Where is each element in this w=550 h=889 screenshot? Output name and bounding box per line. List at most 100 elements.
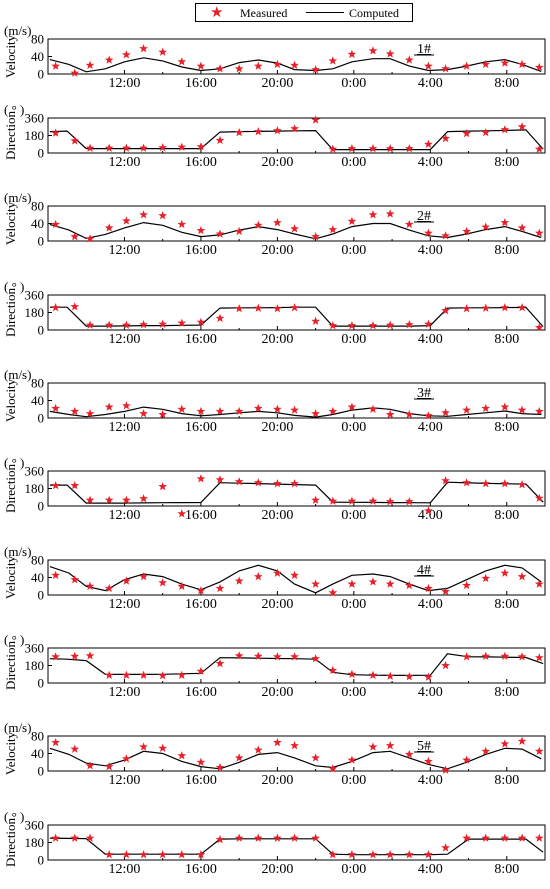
- y-axis-label: Velocity: [3, 378, 18, 422]
- x-tick-label: 0:00: [341, 773, 366, 788]
- measured-point: [441, 765, 450, 774]
- y-axis-label: Velocity: [3, 731, 18, 775]
- x-tick-label: 4:00: [418, 332, 443, 347]
- measured-point: [234, 753, 244, 762]
- measured-point: [290, 124, 299, 133]
- measured-point: [177, 57, 187, 66]
- measured-point: [517, 572, 527, 581]
- measured-point: [51, 833, 61, 842]
- measured-point: [85, 651, 95, 660]
- measured-point: [196, 317, 206, 326]
- measured-point: [196, 406, 206, 416]
- measured-point: [385, 850, 395, 859]
- measured-point: [215, 313, 225, 323]
- measured-point: [462, 61, 471, 70]
- station-label: 4#: [417, 563, 431, 578]
- legend-computed-label: Computed: [349, 6, 399, 20]
- x-tick-label: 16:00: [185, 597, 217, 612]
- x-tick-label: 20:00: [261, 862, 293, 877]
- x-tick-label: 8:00: [494, 332, 519, 347]
- x-tick-label: 0:00: [341, 597, 366, 612]
- measured-point: [500, 218, 510, 227]
- measured-point: [347, 144, 357, 153]
- measured-point: [85, 761, 95, 770]
- unit-label: (m/s): [4, 367, 31, 382]
- panel-frame: [47, 294, 546, 331]
- measured-point: [404, 850, 414, 859]
- x-tick-label: 4:00: [418, 773, 443, 788]
- measured-point: [104, 762, 114, 771]
- y-tick-label: 80: [31, 32, 44, 47]
- measured-point: [328, 496, 338, 505]
- legend-computed-line: [306, 12, 344, 13]
- measured-point: [368, 46, 378, 55]
- measured-point: [253, 303, 263, 312]
- y-tick-label: 40: [31, 393, 44, 408]
- panel-1-direction: 0 180 360 12:00 16:00 20:00 0:00 4:00 8:00 ( ° )D…: [3, 102, 546, 170]
- measured-point: [404, 219, 414, 229]
- measured-point: [51, 737, 61, 747]
- unit-label: (m/s): [4, 190, 31, 205]
- measured-point: [139, 494, 148, 503]
- panel-2-direction: 0 180 360 12:00 16:00 20:00 0:00 4:00 8:00 ( ° )D…: [3, 279, 546, 347]
- measured-point: [158, 578, 168, 587]
- measured-point: [404, 409, 414, 419]
- measured-point: [234, 64, 244, 73]
- measured-point: [441, 660, 450, 670]
- measured-point: [441, 843, 450, 852]
- panel-1-velocity: 0 40 80 12:00 16:00 20:00 0:00 4:00 8:00 (m/s)Vel…: [3, 23, 546, 91]
- panel-3-velocity: 0 40 80 12:00 16:00 20:00 0:00 4:00 8:00 (m/s)Vel…: [3, 367, 546, 435]
- measured-point: [104, 670, 114, 679]
- x-tick-label: 20:00: [261, 243, 293, 258]
- measured-point: [347, 321, 357, 330]
- measured-point: [158, 319, 168, 328]
- measured-point: [273, 59, 282, 69]
- x-tick-label: 16:00: [185, 155, 217, 170]
- measured-point: [196, 586, 206, 595]
- y-tick-label: 0: [38, 67, 45, 82]
- measured-point: [290, 833, 299, 842]
- measured-point: [441, 133, 450, 143]
- panel-frame: [47, 205, 546, 242]
- measured-point: [139, 850, 148, 859]
- measured-point: [273, 404, 282, 413]
- measured-point: [122, 754, 131, 763]
- x-tick-label: 12:00: [109, 685, 141, 700]
- measured-point: [273, 126, 282, 135]
- measured-point: [253, 61, 263, 70]
- panel-frame: [47, 117, 546, 154]
- measured-point: [385, 579, 395, 588]
- measured-point: [51, 403, 61, 413]
- measured-point: [70, 406, 80, 416]
- y-tick-label: 0: [38, 764, 45, 779]
- y-axis-label: Direction: [3, 640, 18, 690]
- y-tick-label: 360: [25, 288, 45, 303]
- measured-point: [51, 480, 61, 490]
- measured-point: [481, 303, 491, 312]
- measured-point: [104, 495, 114, 504]
- computed-line: [49, 564, 542, 594]
- measured-point: [51, 219, 61, 229]
- measured-point: [273, 479, 282, 488]
- measured-point: [385, 49, 395, 58]
- x-tick-label: 12:00: [109, 862, 141, 877]
- measured-point: [290, 60, 299, 69]
- measured-point: [51, 570, 61, 580]
- measured-point: [500, 58, 510, 67]
- measured-point: [481, 833, 491, 842]
- unit-label: ( ° ): [4, 279, 24, 294]
- measured-point: [122, 670, 131, 679]
- measured-point: [196, 225, 206, 235]
- measured-point: [234, 576, 244, 585]
- measured-point: [424, 61, 433, 70]
- x-tick-label: 20:00: [261, 420, 293, 435]
- x-tick-label: 12:00: [109, 155, 141, 170]
- measured-point: [253, 220, 263, 229]
- measured-point: [122, 216, 131, 225]
- x-tick-label: 8:00: [494, 862, 519, 877]
- measured-point: [234, 406, 244, 416]
- y-tick-label: 0: [38, 411, 45, 426]
- measured-point: [311, 232, 320, 241]
- station-label: 5#: [417, 739, 431, 754]
- x-tick-label: 8:00: [494, 243, 519, 258]
